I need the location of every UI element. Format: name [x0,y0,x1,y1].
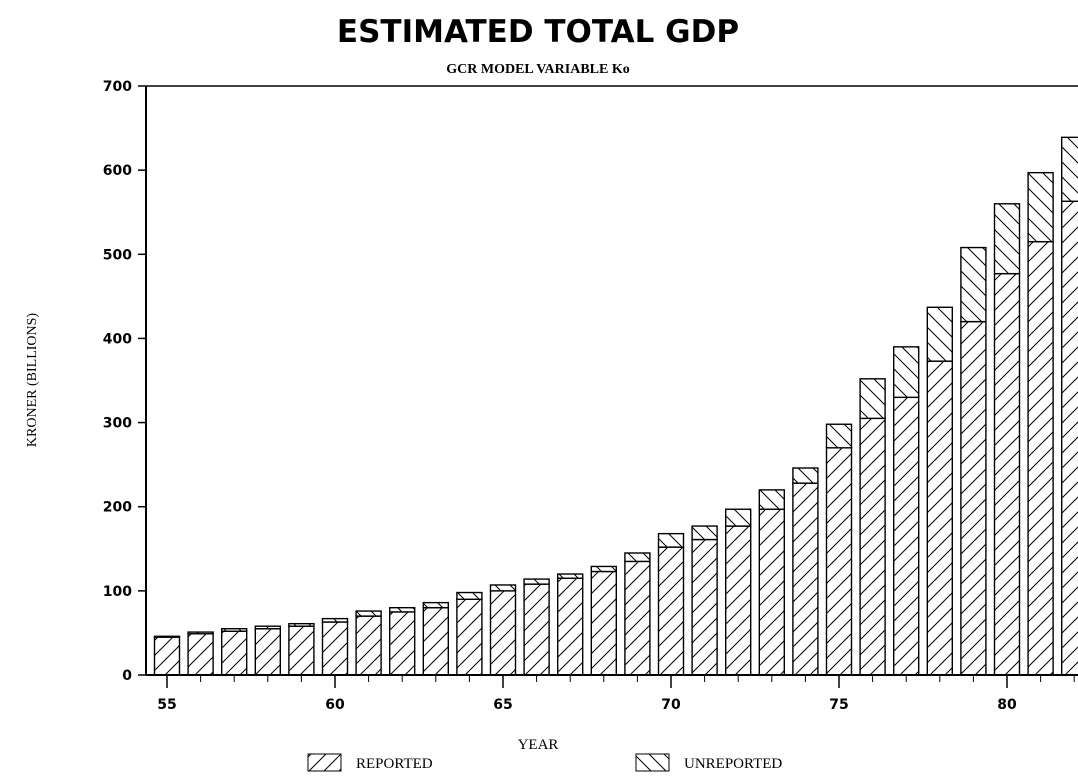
bar-reported-62 [390,612,415,675]
bar-reported-74 [793,483,818,675]
legend-swatch-reported [308,754,341,771]
bar-reported-72 [726,526,751,675]
bar-unreported-78 [927,307,952,361]
bar-reported-55 [155,637,180,675]
bar-reported-61 [356,616,381,675]
bar-unreported-70 [659,534,684,547]
bar-reported-63 [423,608,448,675]
chart-title: ESTIMATED TOTAL GDP [337,14,739,50]
x-tick-label: 60 [325,697,345,713]
bar-reported-59 [289,626,314,675]
bar-unreported-59 [289,624,314,627]
x-tick-label: 55 [157,697,176,713]
bar-reported-82 [1062,201,1078,675]
bar-unreported-62 [390,608,415,612]
bar-reported-75 [827,448,852,675]
bar-unreported-79 [961,248,986,322]
bar-reported-64 [457,599,482,675]
y-tick-label: 0 [122,668,132,684]
bar-reported-57 [222,631,247,675]
bar-unreported-61 [356,611,381,616]
bar-reported-56 [188,634,213,675]
y-tick-label: 400 [103,331,132,347]
bar-unreported-76 [860,379,885,419]
bar-reported-69 [625,561,650,675]
y-tick-label: 600 [103,163,132,179]
bar-unreported-69 [625,553,650,561]
x-tick-label: 75 [829,697,848,713]
bar-reported-60 [323,622,348,675]
bar-unreported-55 [155,636,180,637]
bar-unreported-72 [726,509,751,526]
bar-unreported-74 [793,468,818,483]
bar-reported-81 [1028,242,1053,675]
legend: REPORTED UNREPORTED [308,754,782,772]
bar-unreported-64 [457,593,482,600]
bar-unreported-65 [491,585,516,591]
bar-reported-67 [558,578,583,675]
bars-group [155,137,1078,675]
bar-reported-58 [255,629,280,675]
legend-swatch-unreported [636,754,669,771]
x-tick-label: 80 [997,697,1017,713]
bar-unreported-68 [591,566,616,571]
y-tick-label: 100 [103,584,132,600]
y-tick-label: 700 [103,79,132,95]
bar-unreported-75 [827,424,852,448]
bar-unreported-56 [188,632,213,634]
bar-reported-65 [491,591,516,675]
bar-reported-66 [524,584,549,675]
bar-reported-77 [894,397,919,675]
y-tick-label: 200 [103,500,132,516]
bar-unreported-63 [423,603,448,608]
bar-unreported-81 [1028,173,1053,242]
bar-reported-80 [995,274,1020,675]
legend-label-reported: REPORTED [356,756,433,772]
bar-reported-79 [961,322,986,675]
bar-unreported-58 [255,626,280,629]
bar-reported-70 [659,547,684,675]
bar-reported-73 [759,509,784,675]
x-tick-label: 65 [493,697,512,713]
bar-reported-68 [591,572,616,675]
bar-unreported-82 [1062,137,1078,201]
bar-unreported-73 [759,490,784,509]
legend-label-unreported: UNREPORTED [684,756,782,772]
bar-unreported-77 [894,347,919,397]
bar-reported-78 [927,361,952,675]
bar-reported-71 [692,540,717,675]
y-axis-label: KRONER (BILLIONS) [25,313,40,447]
x-axis-label: YEAR [518,737,559,753]
bar-unreported-60 [323,619,348,622]
bar-unreported-57 [222,629,247,632]
x-tick-label: 70 [661,697,681,713]
bar-unreported-67 [558,574,583,578]
bar-unreported-71 [692,526,717,539]
bar-unreported-66 [524,579,549,584]
bar-unreported-80 [995,204,1020,274]
chart-subtitle: GCR MODEL VARIABLE Ko [446,62,629,77]
y-tick-label: 300 [103,416,132,432]
y-tick-label: 500 [103,247,132,263]
bar-reported-76 [860,418,885,675]
